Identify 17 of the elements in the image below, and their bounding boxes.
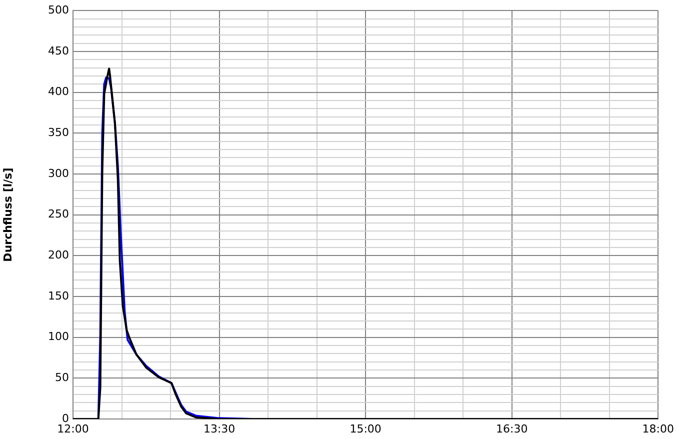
x-tick-label: 18:00 [642, 422, 674, 436]
y-tick-label: 150 [48, 289, 69, 302]
y-tick-label: 50 [55, 371, 69, 384]
y-tick-label: 450 [48, 44, 69, 58]
y-tick-label: 250 [48, 208, 69, 221]
x-tick-label: 16:30 [496, 422, 528, 436]
y-tick-label: 300 [48, 166, 69, 180]
y-tick-label: 100 [48, 330, 69, 344]
y-tick-label: 400 [48, 85, 69, 98]
y-tick-label: 0 [62, 412, 69, 425]
x-tick-label: 15:00 [350, 422, 382, 436]
x-tick-label: 12:00 [57, 422, 89, 436]
y-tick-label: 200 [48, 248, 69, 262]
y-tick-label: 350 [48, 126, 69, 139]
y-axis-title: Durchfluss [l/s] [1, 168, 14, 262]
y-tick-label: 500 [48, 3, 69, 16]
x-tick-label: 13:30 [203, 422, 236, 436]
